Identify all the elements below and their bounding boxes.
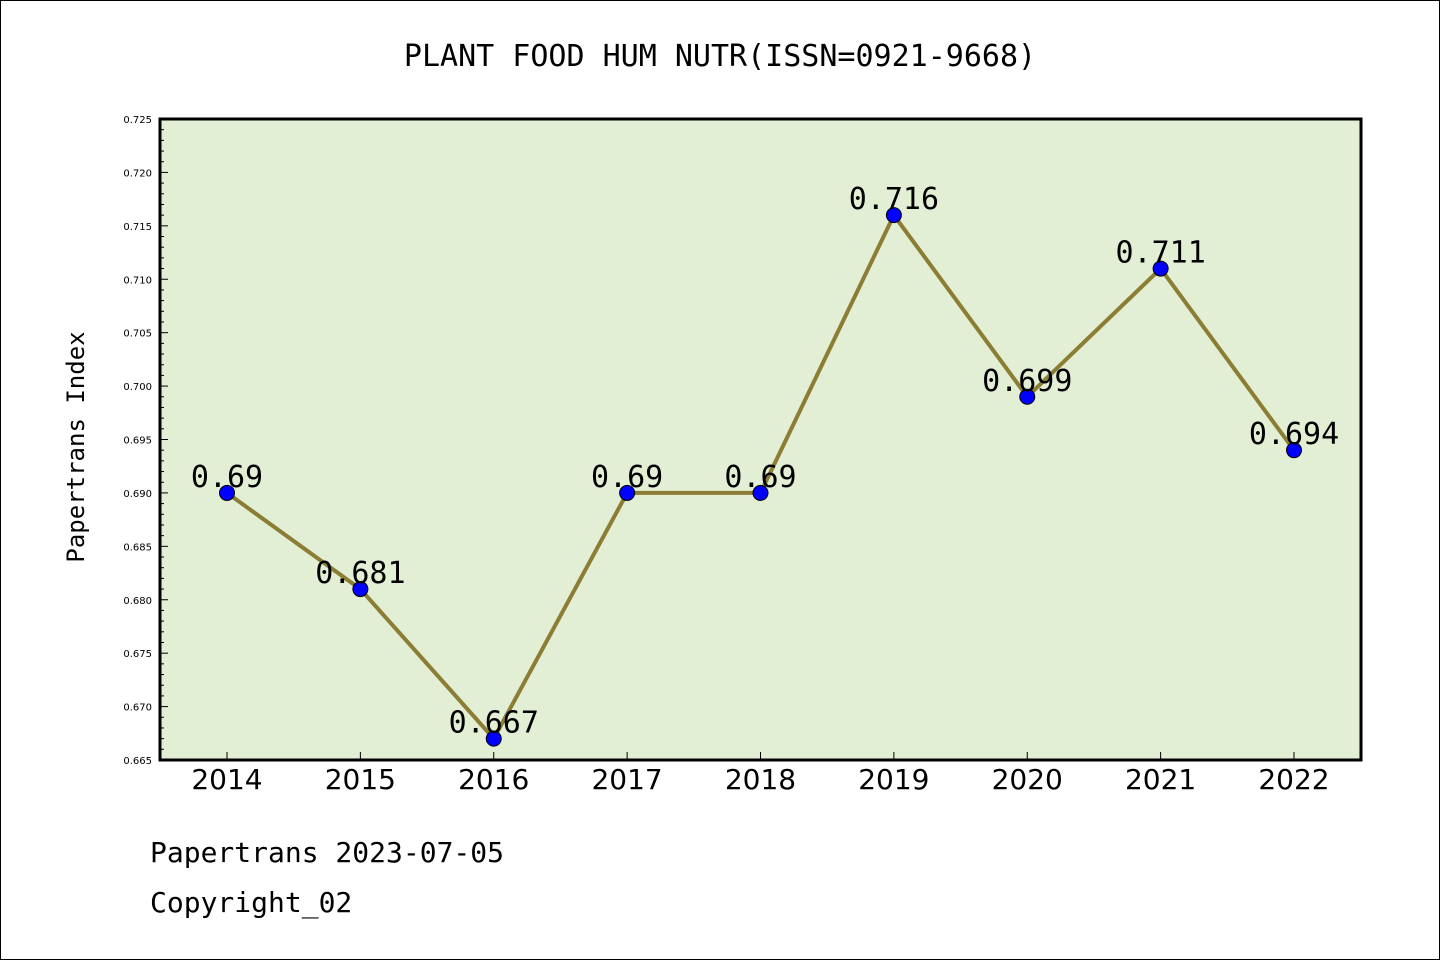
y-axis-label: Papertrans Index xyxy=(62,331,90,562)
y-tick-label: 0.700 xyxy=(123,382,152,393)
x-tick-label: 2019 xyxy=(858,763,929,796)
data-label: 0.69 xyxy=(724,460,796,495)
x-tick-label: 2021 xyxy=(1125,763,1196,796)
plot-area: 0.665 0.670 0.675 0.680 0.685 0.690 0.695 0.700… xyxy=(123,115,1363,796)
y-tick-label: 0.695 xyxy=(123,436,152,447)
plot-border xyxy=(158,117,1363,762)
x-tick-label: 2014 xyxy=(191,763,262,796)
data-point xyxy=(485,730,502,747)
y-tick-label: 0.720 xyxy=(123,168,152,179)
data-label: 0.681 xyxy=(315,556,405,591)
data-point xyxy=(619,484,636,501)
data-label: 0.667 xyxy=(449,706,539,741)
x-tick-label: 2015 xyxy=(325,763,396,796)
x-tick-label: 2018 xyxy=(725,763,796,796)
plot-background xyxy=(160,119,1361,760)
data-label: 0.694 xyxy=(1249,417,1339,452)
y-tick-label: 0.725 xyxy=(123,115,152,126)
y-tick-label: 0.685 xyxy=(123,542,152,553)
y-tick-label: 0.710 xyxy=(123,275,152,286)
data-label: 0.69 xyxy=(191,460,263,495)
footer-copyright: Copyright_02 xyxy=(150,886,353,919)
data-label: 0.716 xyxy=(849,182,939,217)
x-tick-label: 2022 xyxy=(1258,763,1329,796)
x-tick-label: 2020 xyxy=(992,763,1063,796)
chart-title: PLANT FOOD HUM NUTR(ISSN=0921-9668) xyxy=(404,39,1036,74)
data-point xyxy=(219,484,235,501)
data-point xyxy=(352,581,369,598)
x-tick-label: 2017 xyxy=(591,763,662,796)
y-tick-label: 0.690 xyxy=(123,489,152,500)
y-tick-label: 0.705 xyxy=(123,329,152,340)
data-point xyxy=(752,484,769,501)
data-point xyxy=(1019,388,1036,405)
data-label: 0.699 xyxy=(982,364,1072,399)
y-tick-label: 0.665 xyxy=(123,756,152,767)
data-point xyxy=(1286,442,1302,459)
data-point xyxy=(885,207,902,224)
footer-date: Papertrans 2023-07-05 xyxy=(150,836,505,869)
data-label: 0.711 xyxy=(1115,236,1205,271)
y-tick-label: 0.670 xyxy=(123,703,152,714)
y-tick-label: 0.675 xyxy=(123,649,152,660)
x-tick-label: 2016 xyxy=(458,763,529,796)
data-point xyxy=(1152,260,1169,277)
y-tick-label: 0.715 xyxy=(123,222,152,233)
y-tick-label: 0.680 xyxy=(123,596,152,607)
data-label: 0.69 xyxy=(591,460,663,495)
